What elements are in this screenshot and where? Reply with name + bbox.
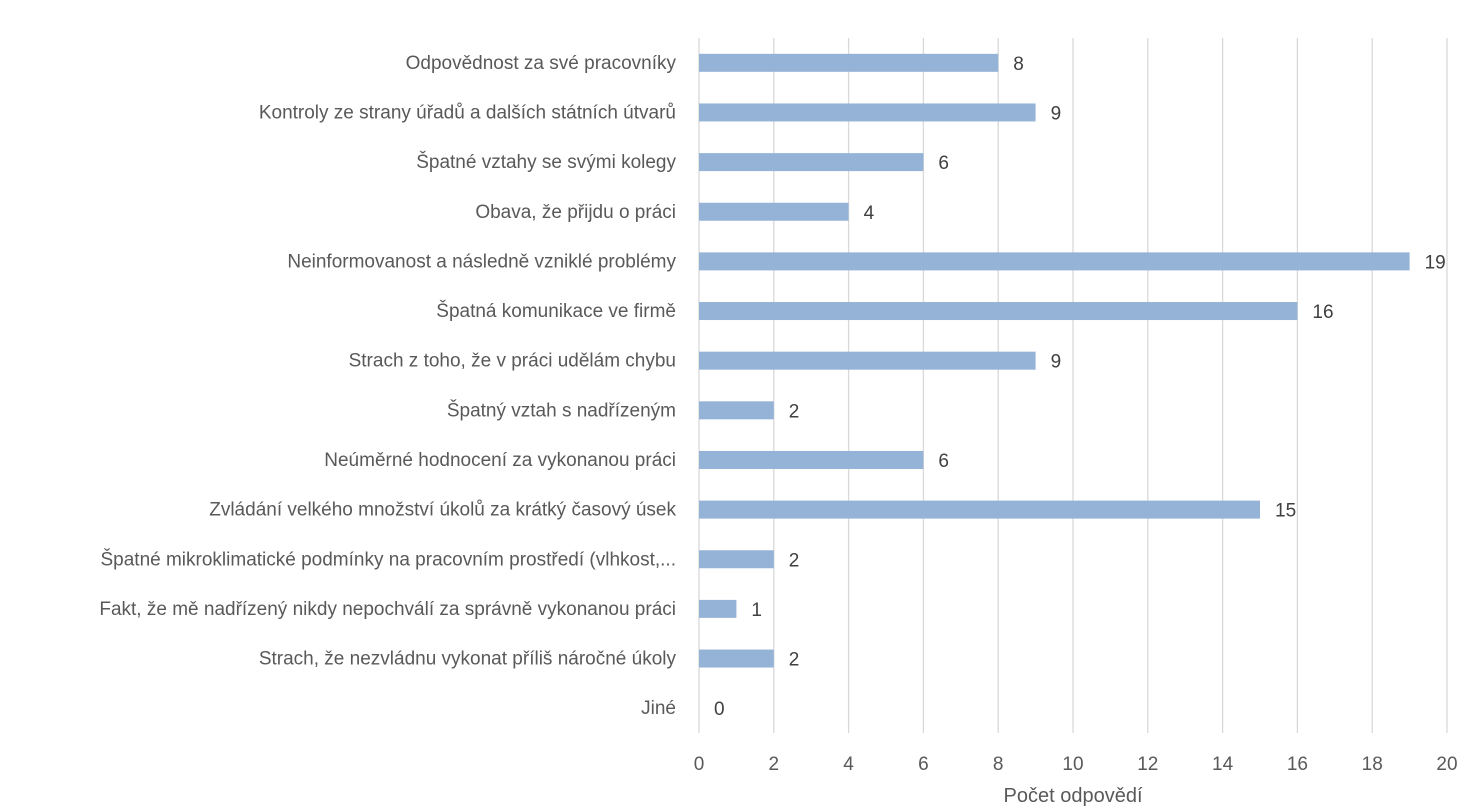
x-tick-label: 6 — [918, 754, 929, 775]
category-label: Strach, že nezvládnu vykonat příliš náro… — [259, 649, 677, 670]
data-label: 9 — [1051, 352, 1062, 373]
bar — [699, 401, 774, 420]
category-label: Zvládání velkého množství úkolů za krátk… — [209, 500, 676, 521]
bar — [699, 649, 774, 668]
data-label: 8 — [1013, 54, 1024, 75]
data-label: 0 — [714, 699, 725, 720]
bar — [699, 252, 1410, 271]
category-label: Neúměrné hodnocení za vykonanou práci — [324, 450, 676, 471]
category-label: Jiné — [641, 698, 676, 719]
x-tick-label: 16 — [1287, 754, 1308, 775]
bar — [699, 53, 999, 72]
bar — [699, 202, 849, 221]
bars — [699, 53, 1410, 668]
data-label: 9 — [1051, 103, 1062, 124]
x-tick-label: 20 — [1436, 754, 1457, 775]
x-tick-label: 12 — [1137, 754, 1158, 775]
data-label: 6 — [938, 153, 949, 174]
x-tick-labels: 0 2 4 6 8 10 12 14 16 18 20 — [694, 754, 1458, 775]
category-label: Obava, že přijdu o práci — [475, 202, 676, 223]
bar — [699, 302, 1298, 321]
category-labels: Odpovědnost za své pracovníky Kontroly ze… — [99, 53, 676, 719]
category-label: Špatný vztah s nadřízeným — [447, 399, 676, 421]
data-labels: 8 9 6 4 19 16 9 2 6 15 2 1 2 0 — [714, 54, 1446, 720]
x-tick-label: 0 — [694, 754, 705, 775]
category-label: Strach z toho, že v práci udělám chybu — [349, 351, 676, 372]
x-axis-title: Počet odpovědí — [1004, 785, 1143, 807]
bar — [699, 351, 1036, 370]
x-tick-label: 14 — [1212, 754, 1234, 775]
bar — [699, 500, 1260, 519]
data-label: 16 — [1312, 302, 1333, 323]
data-label: 6 — [938, 451, 949, 472]
bar — [699, 450, 924, 469]
category-label: Fakt, že mě nadřízený nikdy nepochválí z… — [99, 599, 676, 620]
data-label: 2 — [789, 550, 800, 571]
bar — [699, 599, 737, 618]
category-label: Neinformovanost a následně vzniklé probl… — [287, 251, 676, 272]
category-label: Špatné vztahy se svými kolegy — [416, 151, 676, 173]
data-label: 19 — [1425, 252, 1446, 273]
category-label: Špatné mikroklimatické podmínky na praco… — [100, 548, 676, 570]
x-tick-label: 18 — [1362, 754, 1383, 775]
bar — [699, 550, 774, 569]
x-tick-label: 10 — [1062, 754, 1083, 775]
category-label: Špatná komunikace ve firmě — [436, 300, 676, 322]
x-tick-label: 4 — [843, 754, 854, 775]
bar — [699, 153, 924, 172]
data-label: 2 — [789, 401, 800, 422]
data-label: 15 — [1275, 501, 1296, 522]
x-tick-label: 8 — [993, 754, 1004, 775]
category-label: Odpovědnost za své pracovníky — [406, 53, 677, 74]
data-label: 1 — [751, 600, 762, 621]
data-label: 4 — [864, 203, 875, 224]
gridlines — [698, 38, 1448, 733]
bar — [699, 103, 1036, 122]
x-tick-label: 2 — [769, 754, 780, 775]
category-label: Kontroly ze strany úřadů a dalších státn… — [259, 102, 676, 123]
data-label: 2 — [789, 650, 800, 671]
